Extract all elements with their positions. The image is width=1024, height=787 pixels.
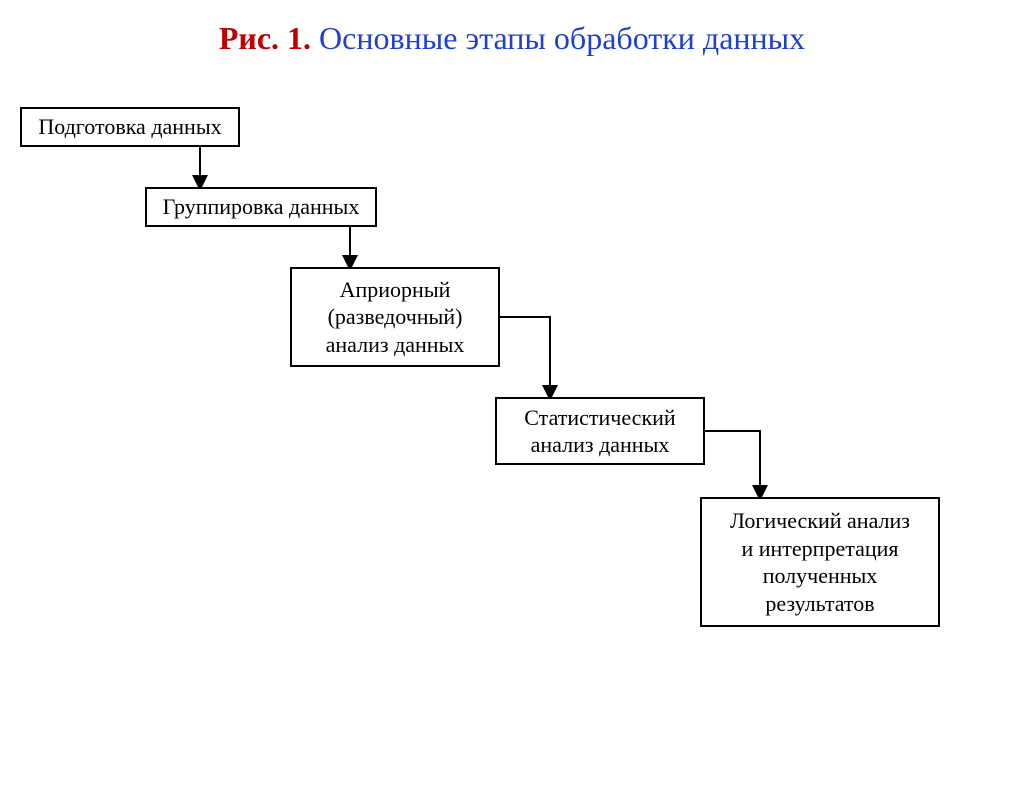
flowchart-node-n4: Статистическийанализ данных	[495, 397, 705, 465]
flowchart-node-n3: Априорный(разведочный)анализ данных	[290, 267, 500, 367]
flowchart-node-n2: Группировка данных	[145, 187, 377, 227]
flowchart-node-n1: Подготовка данных	[20, 107, 240, 147]
flowchart-diagram: Подготовка данных Группировка данных Априо…	[0, 57, 1024, 737]
figure-title: Рис. 1. Основные этапы обработки данных	[0, 20, 1024, 57]
flowchart-node-label: Статистическийанализ данных	[514, 400, 685, 463]
figure-title-prefix: Рис. 1.	[219, 20, 311, 56]
figure-title-rest: Основные этапы обработки данных	[311, 20, 805, 56]
flowchart-node-n5: Логический анализи интерпретацияполученн…	[700, 497, 940, 627]
flowchart-edge-n3-n4	[500, 317, 550, 397]
flowchart-edge-n4-n5	[705, 431, 760, 497]
flowchart-node-label: Априорный(разведочный)анализ данных	[316, 272, 475, 363]
flowchart-node-label: Подготовка данных	[28, 109, 231, 145]
flowchart-node-label: Логический анализи интерпретацияполученн…	[720, 503, 920, 621]
flowchart-node-label: Группировка данных	[153, 189, 370, 225]
